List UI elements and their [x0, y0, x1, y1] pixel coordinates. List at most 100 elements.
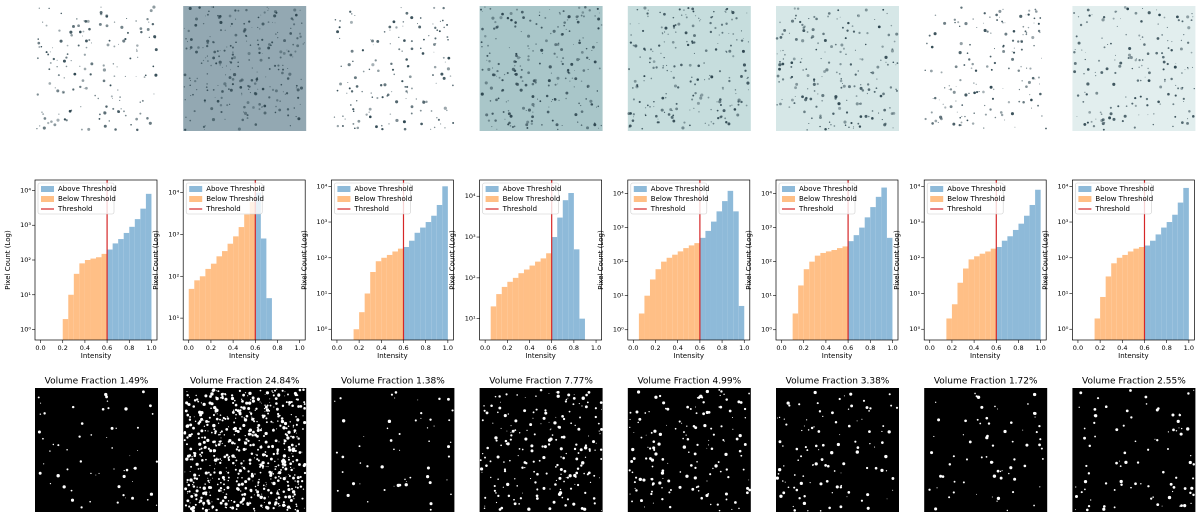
binary-speck — [78, 435, 81, 438]
speck — [410, 16, 414, 20]
speck — [1074, 49, 1076, 51]
binary-speck — [448, 419, 451, 422]
bar — [233, 236, 239, 340]
binary-speck — [782, 491, 786, 495]
speck — [117, 109, 119, 112]
speck — [540, 48, 544, 52]
speck — [184, 128, 186, 131]
binary-speck — [227, 456, 230, 459]
binary-speck — [629, 426, 631, 428]
speck — [655, 114, 658, 118]
speck — [213, 50, 216, 54]
y-tick-label: 10⁴ — [613, 190, 624, 198]
legend-swatch — [337, 196, 351, 202]
x-tick-label: 0.0 — [776, 344, 786, 352]
binary-speck — [707, 444, 709, 446]
y-tick-label: 10⁴ — [168, 189, 179, 197]
speck — [368, 107, 372, 111]
binary-speck — [184, 487, 188, 491]
binary-speck — [192, 426, 195, 430]
binary-speck — [583, 446, 588, 450]
speck — [393, 73, 396, 76]
binary-speck — [541, 445, 544, 448]
binary-speck — [288, 456, 290, 458]
binary-speck — [296, 486, 299, 489]
binary-speck — [728, 409, 732, 413]
binary-speck — [514, 419, 518, 423]
binary-speck — [651, 482, 655, 486]
speck — [588, 59, 590, 61]
speck — [1086, 121, 1089, 124]
speck — [241, 92, 243, 94]
speck — [591, 50, 593, 52]
binary-speck — [183, 431, 187, 434]
speck — [929, 69, 933, 73]
speck — [704, 122, 706, 124]
y-tick-label: 10² — [909, 254, 920, 262]
speck — [672, 76, 675, 79]
x-tick-label: 0.6 — [843, 344, 853, 352]
speck — [519, 88, 523, 92]
speck — [79, 30, 82, 34]
binary-speck — [219, 432, 222, 434]
binary-speck — [882, 425, 885, 428]
speck — [447, 56, 451, 60]
speck — [194, 23, 198, 27]
binary-speck — [495, 492, 497, 494]
binary-speck — [449, 441, 452, 444]
speck — [1095, 91, 1099, 95]
speck — [1147, 114, 1149, 116]
binary-speck — [587, 390, 591, 394]
binary-speck — [42, 437, 44, 440]
speck — [428, 34, 430, 37]
binary-speck — [248, 391, 252, 396]
binary-speck — [272, 422, 274, 424]
binary-speck — [629, 418, 631, 421]
binary-speck — [629, 411, 632, 414]
speck — [676, 86, 680, 89]
speck — [70, 60, 72, 62]
binary-speck — [420, 412, 423, 415]
binary-speck — [522, 492, 523, 494]
binary-speck — [566, 498, 570, 501]
micrograph-bg — [924, 6, 1048, 131]
speck — [1147, 67, 1149, 70]
binary-speck — [803, 425, 805, 427]
speck — [996, 19, 999, 21]
binary-speck — [189, 471, 191, 473]
speck — [301, 22, 303, 24]
binary-speck — [1152, 496, 1154, 498]
x-tick-label: 0.8 — [272, 344, 282, 352]
speck — [558, 11, 561, 14]
bar — [886, 237, 893, 340]
binary-speck — [80, 506, 83, 509]
binary-speck — [597, 422, 600, 425]
legend-box — [334, 182, 411, 215]
binary-speck — [263, 435, 265, 438]
speck — [1140, 20, 1143, 23]
bar — [957, 282, 964, 340]
binary-speck — [1167, 448, 1169, 450]
binary-speck — [828, 506, 831, 510]
bar — [710, 221, 717, 340]
binary-speck — [220, 490, 222, 492]
speck — [812, 78, 816, 81]
x-axis-label: Intensity — [674, 352, 704, 360]
speck — [392, 20, 396, 24]
y-tick-label: 10³ — [20, 221, 31, 229]
speck — [1177, 19, 1180, 22]
binary-speck — [229, 506, 232, 509]
bar — [694, 243, 700, 340]
binary-speck — [562, 456, 565, 460]
speck — [449, 75, 452, 77]
binary-speck — [281, 503, 286, 507]
speck — [584, 5, 587, 9]
binary-speck — [274, 466, 276, 468]
speck — [539, 11, 541, 13]
speck — [851, 25, 854, 28]
speck — [521, 106, 526, 110]
speck — [890, 112, 894, 115]
speck — [1014, 126, 1016, 128]
binary-image — [627, 388, 752, 512]
speck — [591, 45, 595, 49]
